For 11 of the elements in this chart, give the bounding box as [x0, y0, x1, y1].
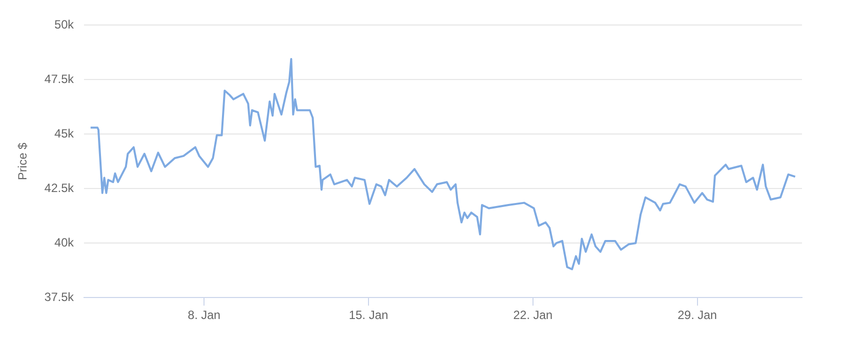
x-tick-label: 29. Jan — [678, 308, 717, 322]
y-tick-label: 45k — [54, 126, 75, 140]
y-tick-label: 37.5k — [44, 290, 75, 304]
y-tick-label: 40k — [54, 235, 75, 250]
x-tick-label: 15. Jan — [348, 308, 388, 322]
y-tick-label: 42.5k — [44, 180, 75, 195]
y-axis-title: Price $ — [16, 142, 30, 180]
y-tick-label: 50k — [54, 18, 75, 32]
x-tick-label: 8. Jan — [188, 308, 220, 322]
x-tick-label: 22. Jan — [513, 308, 553, 322]
y-tick-label: 47.5k — [44, 72, 75, 86]
